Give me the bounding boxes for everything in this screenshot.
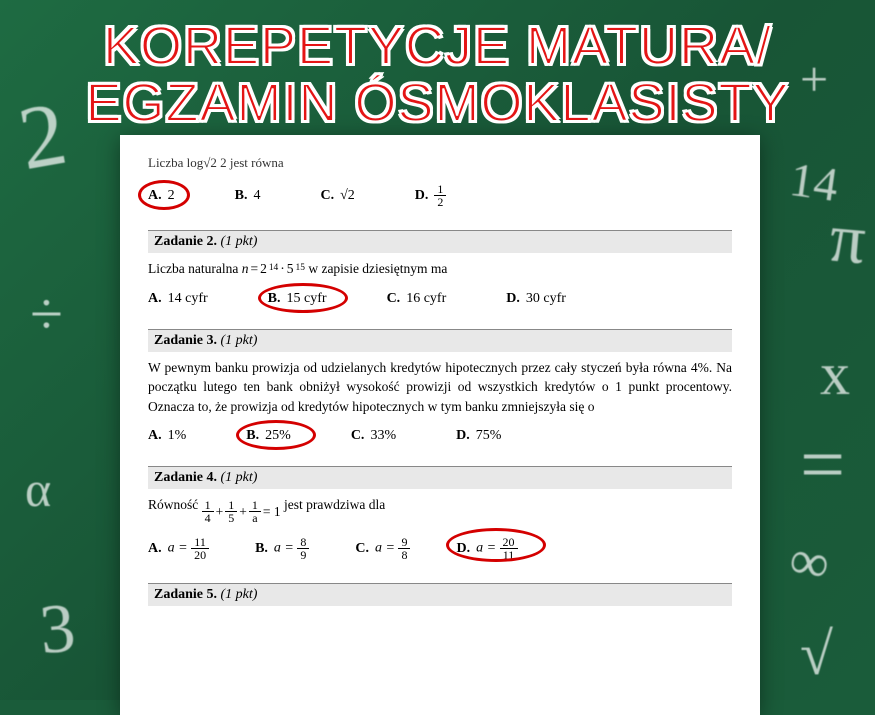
task-points: (1 pkt) xyxy=(221,234,258,249)
answer-option: C. 33% xyxy=(351,428,396,444)
answer-value: 1% xyxy=(168,428,187,444)
headline-overlay: KOREPETYCJE MATURA/ EGZAMIN ÓSMOKLASISTY xyxy=(0,18,875,131)
task-points: (1 pkt) xyxy=(221,470,258,485)
answer-letter: B. xyxy=(268,291,281,307)
answer-value: 33% xyxy=(370,428,396,444)
answer-value: a = 1120 xyxy=(168,536,209,561)
answer-option: D. a = 2011 xyxy=(456,536,517,561)
q2-header: Zadanie 2. (1 pkt) xyxy=(148,230,732,253)
answer-letter: B. xyxy=(255,541,268,557)
task-number: Zadanie 2. xyxy=(154,234,217,249)
exam-paper: Liczba log√2 2 jest równa A. 2 B. 4 C. √2 D. 12… xyxy=(120,135,760,715)
answer-option: A. a = 1120 xyxy=(148,536,209,561)
q5-header: Zadanie 5. (1 pkt) xyxy=(148,583,732,606)
chalk-symbol: x xyxy=(820,340,850,409)
answer-letter: D. xyxy=(456,428,470,444)
q2-answers: A. 14 cyfr B. 15 cyfr C. 16 cyfr D. 30 cyfr xyxy=(148,291,732,307)
q4-answers: A. a = 1120 B. a = 89 C. a = 98 D. a = 2011 xyxy=(148,536,732,561)
answer-letter: C. xyxy=(387,291,401,307)
q1-answers: A. 2 B. 4 C. √2 D. 12 xyxy=(148,183,732,208)
q1-partial-text: Liczba log√2 2 jest równa xyxy=(148,155,732,171)
chalk-symbol: = xyxy=(800,420,845,511)
answer-option: B. 4 xyxy=(235,188,261,204)
answer-value: 15 cyfr xyxy=(287,291,327,307)
q3-text: W pewnym banku prowizja od udzielanych k… xyxy=(148,358,732,417)
answer-option: B. 25% xyxy=(246,428,291,444)
answer-letter: A. xyxy=(148,291,162,307)
answer-value: a = 2011 xyxy=(476,536,517,561)
task-number: Zadanie 3. xyxy=(154,333,217,348)
q2-expression: n = 214 · 515 xyxy=(242,259,305,279)
answer-option: A. 14 cyfr xyxy=(148,291,208,307)
q4-equation: 14 + 15 + 1a = 1 xyxy=(202,499,281,524)
answer-letter: B. xyxy=(246,428,259,444)
task-number: Zadanie 4. xyxy=(154,470,217,485)
q4-header: Zadanie 4. (1 pkt) xyxy=(148,466,732,489)
chalk-symbol: 3 xyxy=(37,589,79,672)
answer-option: B. a = 89 xyxy=(255,536,309,561)
answer-letter: D. xyxy=(456,541,470,557)
q4-text: Równość 14 + 15 + 1a = 1 jest prawdziwa … xyxy=(148,495,732,524)
q3-answers: A. 1% B. 25% C. 33% D. 75% xyxy=(148,428,732,444)
answer-value: a = 98 xyxy=(375,536,410,561)
answer-value: 12 xyxy=(434,183,446,208)
answer-letter: C. xyxy=(351,428,365,444)
answer-value: 30 cyfr xyxy=(526,291,566,307)
answer-letter: C. xyxy=(355,541,369,557)
answer-option: D. 75% xyxy=(456,428,501,444)
answer-value: 25% xyxy=(265,428,291,444)
answer-value: 75% xyxy=(476,428,502,444)
task-points: (1 pkt) xyxy=(221,587,258,602)
answer-letter: A. xyxy=(148,428,162,444)
chalk-symbol: ∞ xyxy=(785,527,835,596)
task-points: (1 pkt) xyxy=(221,333,258,348)
answer-letter: D. xyxy=(506,291,520,307)
answer-option: C. √2 xyxy=(320,188,354,204)
answer-value: 2 xyxy=(168,188,175,204)
task-number: Zadanie 5. xyxy=(154,587,217,602)
chalk-symbol: 14 xyxy=(786,152,841,213)
answer-option: C. a = 98 xyxy=(355,536,410,561)
answer-value: 16 cyfr xyxy=(406,291,446,307)
answer-option: D. 30 cyfr xyxy=(506,291,566,307)
answer-option: C. 16 cyfr xyxy=(387,291,447,307)
answer-value: √2 xyxy=(340,188,355,204)
headline-line2: EGZAMIN ÓSMOKLASISTY xyxy=(0,75,875,132)
headline-line1: KOREPETYCJE MATURA/ xyxy=(0,18,875,75)
chalk-symbol: ÷ xyxy=(30,280,63,349)
answer-option: D. 12 xyxy=(415,183,447,208)
answer-letter: C. xyxy=(320,188,334,204)
answer-letter: B. xyxy=(235,188,248,204)
answer-letter: A. xyxy=(148,541,162,557)
chalk-symbol: α xyxy=(25,460,51,518)
answer-option: A. 1% xyxy=(148,428,186,444)
answer-option: A. 2 xyxy=(148,188,175,204)
answer-value: a = 89 xyxy=(274,536,309,561)
answer-letter: A. xyxy=(148,188,162,204)
circled-answer-ring xyxy=(138,180,190,210)
answer-option: B. 15 cyfr xyxy=(268,291,327,307)
q2-text: Liczba naturalna n = 214 · 515 w zapisie… xyxy=(148,259,732,279)
chalk-symbol: √ xyxy=(800,620,833,689)
answer-value: 4 xyxy=(253,188,260,204)
answer-letter: D. xyxy=(415,188,429,204)
answer-value: 14 cyfr xyxy=(168,291,208,307)
q3-header: Zadanie 3. (1 pkt) xyxy=(148,329,732,352)
